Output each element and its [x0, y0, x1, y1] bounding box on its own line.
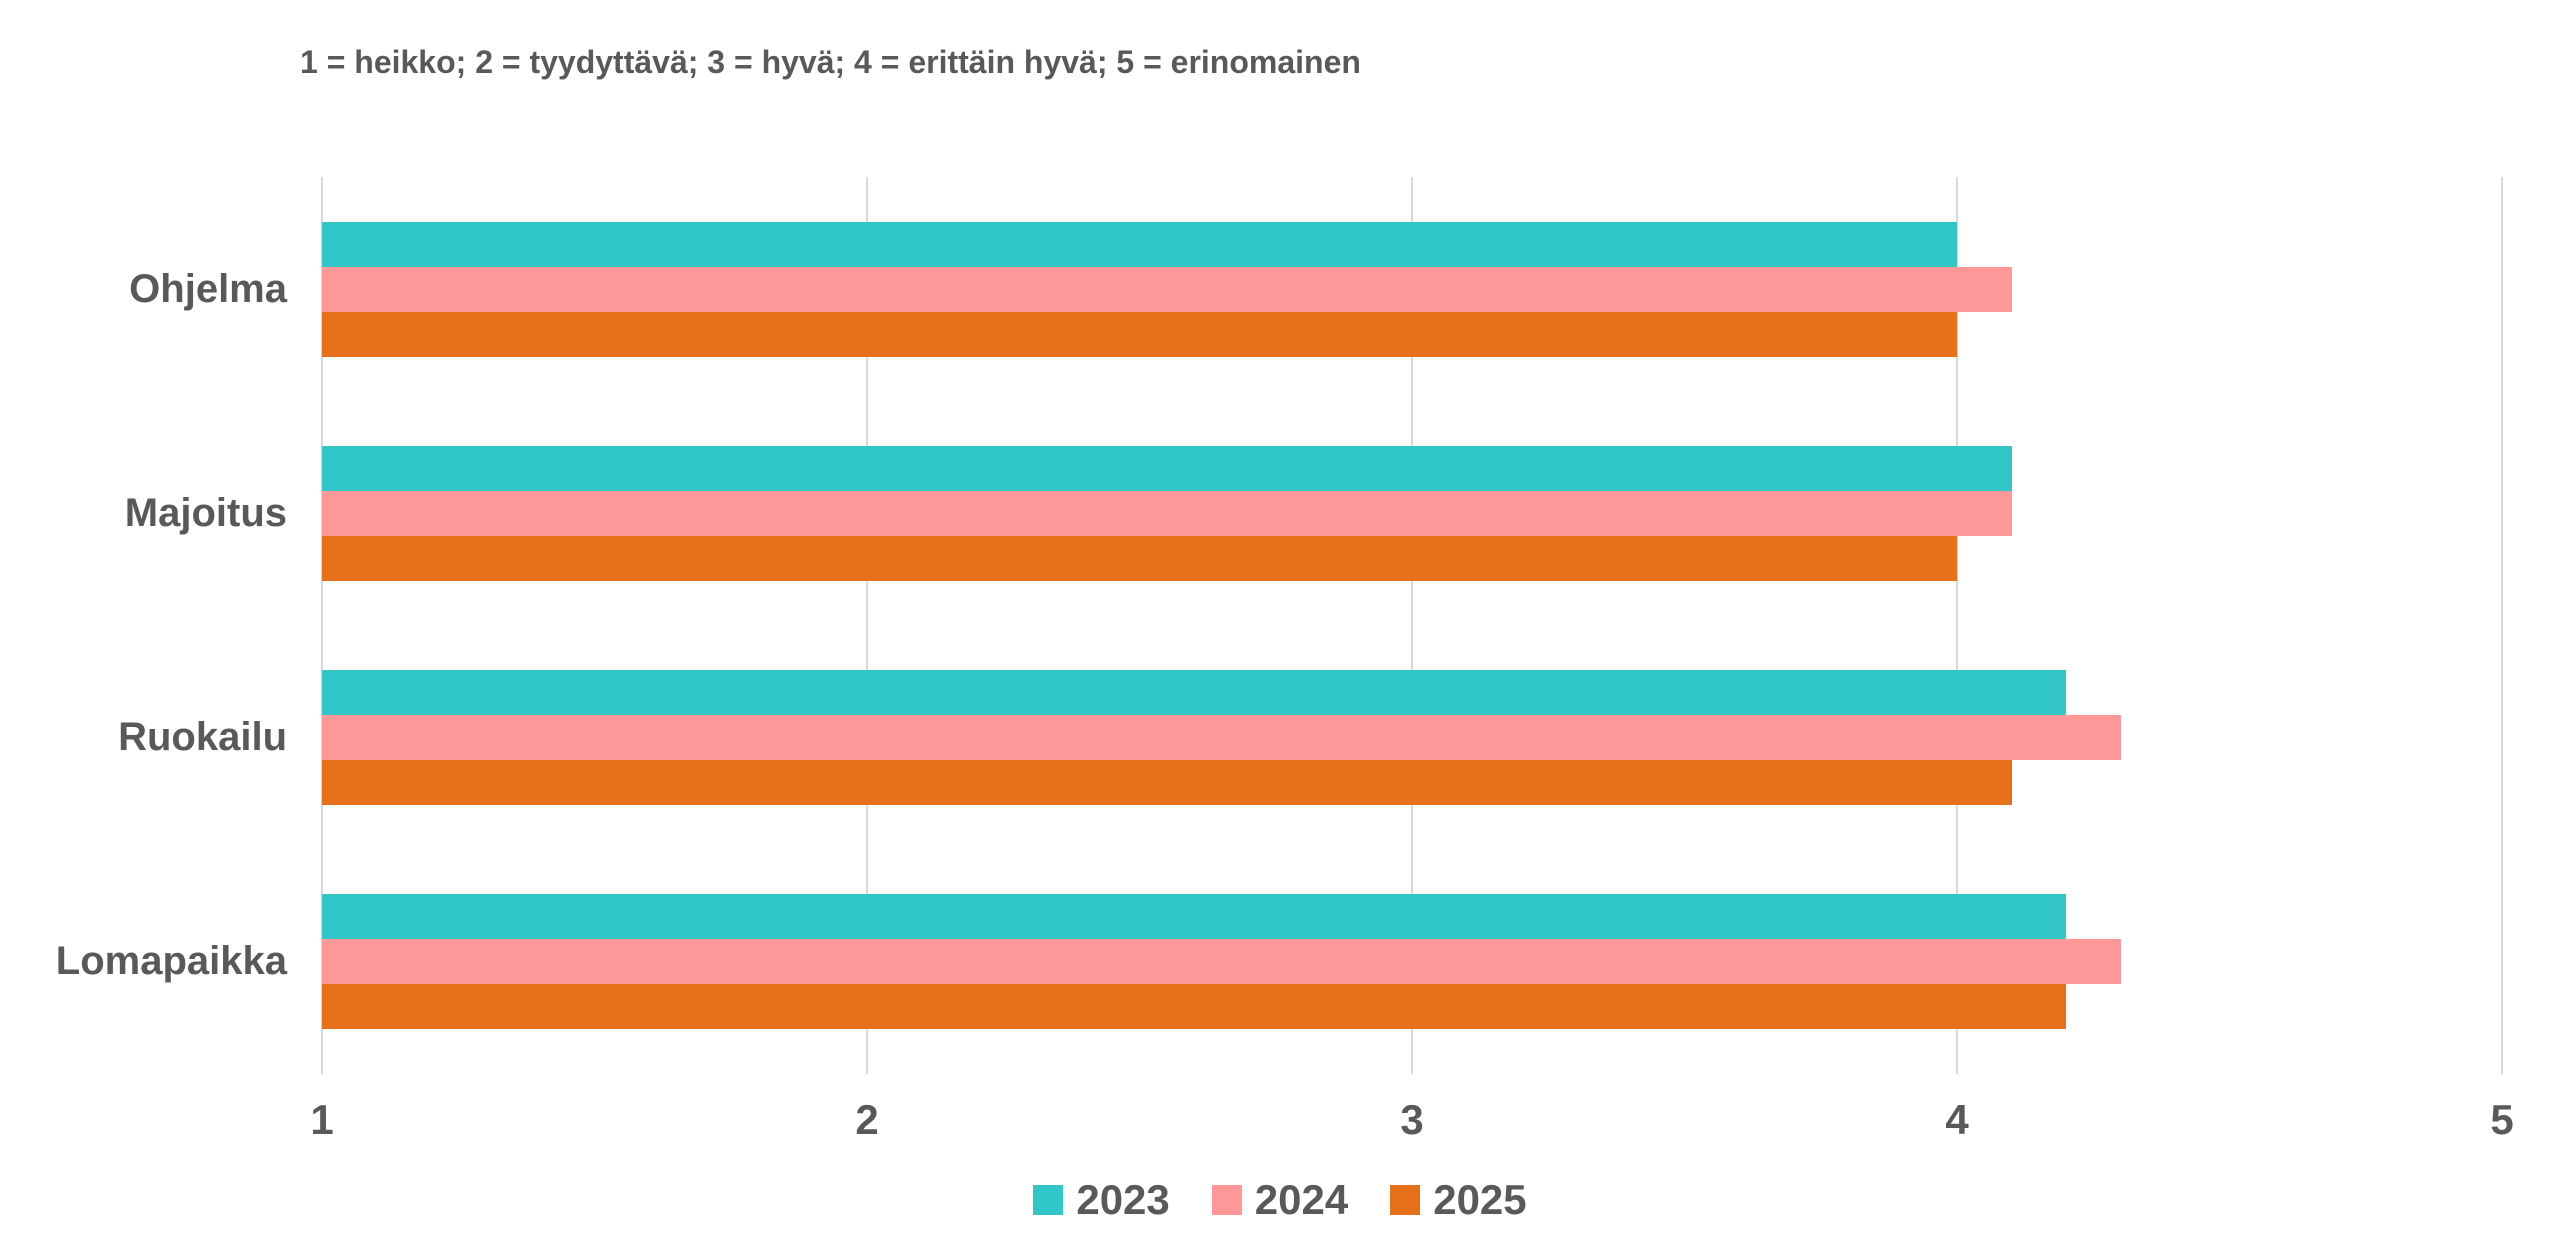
legend-swatch-2023 — [1033, 1185, 1064, 1215]
bar-group-ohjelma — [322, 177, 2502, 401]
bar-ruokailu-2025 — [322, 760, 2012, 806]
x-tick-label-5: 5 — [2490, 1096, 2514, 1143]
bar-ruokailu-2023 — [322, 670, 2066, 716]
legend: 2023 2024 2025 — [0, 1176, 2560, 1224]
category-label-lomapaikka: Lomapaikka — [55, 939, 287, 984]
bar-ruokailu-2024 — [322, 715, 2121, 761]
gridline-x-2 — [866, 177, 868, 1074]
legend-label-2025: 2025 — [1433, 1176, 1527, 1223]
legend-item-2025: 2025 — [1390, 1176, 1527, 1224]
x-tick-label-1: 1 — [310, 1096, 334, 1143]
bar-group-ruokailu — [322, 626, 2502, 850]
bar-majoitus-2023 — [322, 445, 2012, 491]
gridline-x-1 — [321, 177, 323, 1074]
bar-lomapaikka-2024 — [322, 939, 2121, 985]
x-tick-label-2: 2 — [855, 1096, 879, 1143]
bar-majoitus-2024 — [322, 490, 2012, 536]
legend-item-2024: 2024 — [1211, 1176, 1349, 1224]
bar-ohjelma-2024 — [322, 266, 2012, 312]
bar-group-majoitus — [322, 401, 2502, 625]
bar-ohjelma-2023 — [322, 221, 1957, 267]
x-tick-label-4: 4 — [1945, 1096, 1969, 1143]
bar-majoitus-2025 — [322, 535, 1957, 581]
legend-item-2023: 2023 — [1033, 1176, 1170, 1224]
gridline-x-3 — [1411, 177, 1413, 1074]
legend-swatch-2024 — [1211, 1185, 1242, 1215]
bar-lomapaikka-2025 — [322, 984, 2066, 1030]
gridline-x-4 — [1956, 177, 1958, 1074]
legend-label-2024: 2024 — [1254, 1176, 1349, 1223]
gridline-x-5 — [2501, 177, 2503, 1074]
legend-swatch-2025 — [1390, 1185, 1421, 1215]
category-label-ruokailu: Ruokailu — [118, 715, 287, 760]
y-axis-category-labels: Ohjelma Majoitus Ruokailu Lomapaikka — [0, 177, 287, 1074]
chart-title: 1 = heikko; 2 = tyydyttävä; 3 = hyvä; 4 … — [300, 44, 1361, 80]
category-label-ohjelma: Ohjelma — [129, 266, 287, 311]
bar-ohjelma-2025 — [322, 311, 1957, 357]
bar-lomapaikka-2023 — [322, 894, 2066, 940]
bar-group-lomapaikka — [322, 850, 2502, 1074]
legend-label-2023: 2023 — [1076, 1176, 1170, 1223]
category-label-majoitus: Majoitus — [124, 490, 287, 535]
x-tick-label-3: 3 — [1400, 1096, 1424, 1143]
plot-area — [321, 177, 2503, 1074]
x-axis-tick-labels: 1 2 3 4 5 — [310, 1096, 2513, 1148]
